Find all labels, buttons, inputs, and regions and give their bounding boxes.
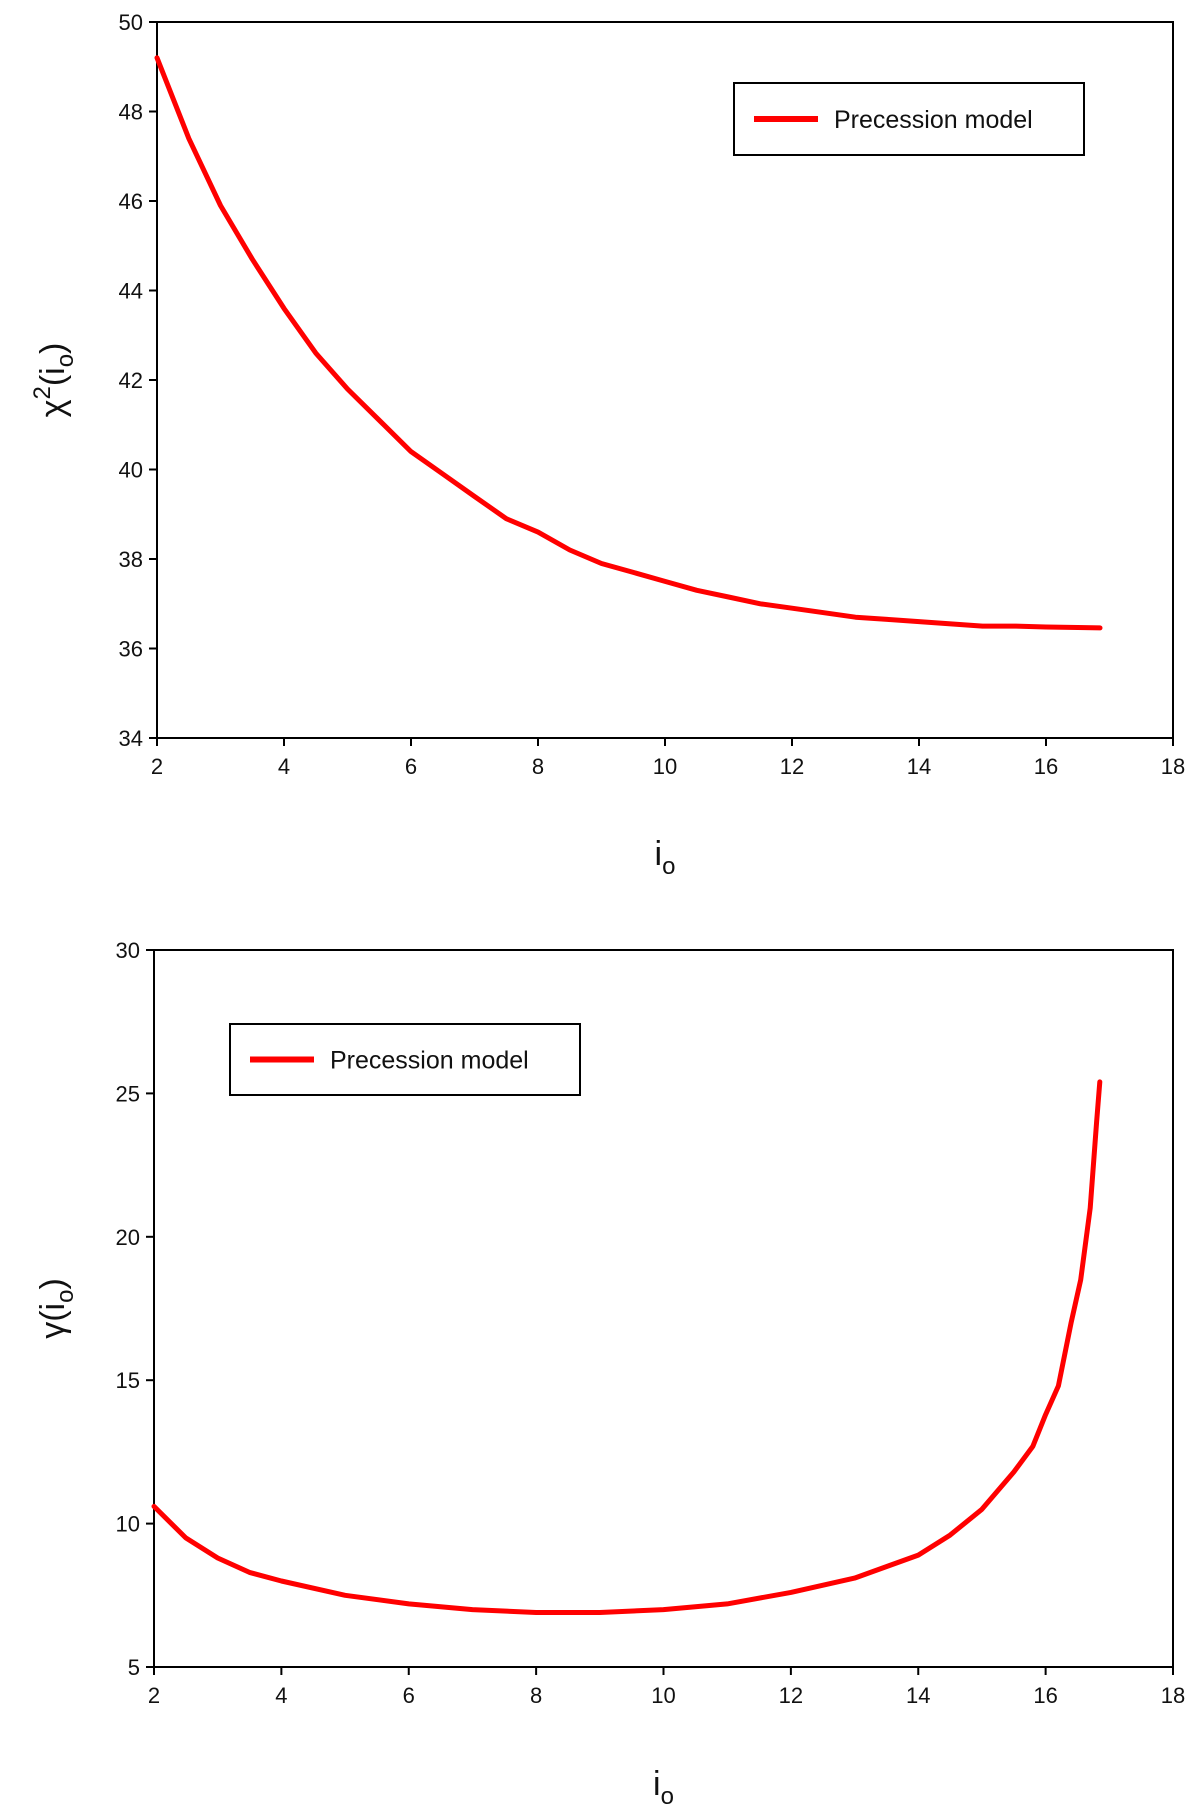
series-line-1 — [154, 55, 1103, 631]
x-tick-label: 16 — [1034, 754, 1058, 779]
y-axis-title-close: ) — [34, 343, 72, 354]
x-tick-label: 16 — [1033, 1683, 1057, 1708]
x-tick-label: 2 — [148, 1683, 160, 1708]
y-tick-label: 34 — [119, 726, 143, 751]
y-tick-label: 46 — [119, 189, 143, 214]
x-tick-label: 10 — [651, 1683, 675, 1708]
y-tick-label: 36 — [119, 637, 143, 662]
x-tick-label: 10 — [653, 754, 677, 779]
y-tick-label: 20 — [116, 1225, 140, 1250]
series-line-1 — [151, 1079, 1103, 1615]
y-tick-label: 38 — [119, 547, 143, 572]
y-tick-label: 25 — [116, 1081, 140, 1106]
x-tick-label: 8 — [530, 1683, 542, 1708]
x-tick-label: 18 — [1161, 754, 1185, 779]
legend-box — [229, 1023, 581, 1096]
y-tick-label: 30 — [116, 938, 140, 963]
x-tick-label: 2 — [151, 754, 163, 779]
y-tick-label: 44 — [119, 279, 143, 304]
y-tick-label: 5 — [128, 1655, 140, 1680]
x-tick-label: 6 — [403, 1683, 415, 1708]
y-tick-label: 48 — [119, 100, 143, 125]
x-axis-title-sub: o — [661, 1783, 674, 1808]
x-tick-label: 8 — [532, 754, 544, 779]
y-axis-title-open: (i — [34, 367, 72, 386]
y-tick-label: 50 — [119, 10, 143, 35]
legend-label: Precession model — [834, 106, 1033, 134]
x-axis-title-sub: o — [662, 853, 675, 880]
x-axis-title: io — [653, 1765, 674, 1808]
x-tick-label: 4 — [275, 1683, 287, 1708]
y-axis-title: χ2(io) — [29, 343, 79, 418]
y-tick-label: 42 — [119, 368, 143, 393]
legend: Precession model — [733, 82, 1085, 156]
y-axis-title-main: γ — [34, 1322, 72, 1339]
x-axis-title-main: i — [653, 1765, 661, 1803]
chart-1: 2 4 6 8 10 12 14 16 18343638404244464850ioχ2(io)… — [29, 10, 1185, 880]
y-axis-title-close: ) — [34, 1278, 72, 1289]
y-axis-title-sup: 2 — [29, 386, 56, 399]
x-tick-label: 14 — [907, 754, 931, 779]
y-tick-label: 10 — [116, 1512, 140, 1537]
x-tick-label: 12 — [779, 1683, 803, 1708]
x-tick-label: 12 — [780, 754, 804, 779]
chart-2: 2 4 6 8 10 12 14 16 1851015202530ioγ(io)Precessi… — [34, 938, 1185, 1808]
y-axis-title-sub: o — [52, 354, 79, 367]
legend-label: Precession model — [330, 1047, 529, 1075]
legend: Precession model — [229, 1023, 581, 1096]
y-tick-label: 40 — [119, 458, 143, 483]
x-tick-label: 6 — [405, 754, 417, 779]
x-axis-title: io — [655, 835, 676, 880]
y-axis-title: γ(io) — [34, 1278, 79, 1339]
y-axis-title-sub: o — [52, 1290, 79, 1303]
y-axis-title-main: χ — [34, 399, 72, 417]
y-tick-label: 15 — [116, 1368, 140, 1393]
x-axis-title-main: i — [655, 835, 663, 873]
x-tick-label: 14 — [906, 1683, 930, 1708]
x-tick-label: 4 — [278, 754, 290, 779]
x-tick-label: 18 — [1161, 1683, 1185, 1708]
y-axis-title-open: (i — [34, 1303, 72, 1322]
